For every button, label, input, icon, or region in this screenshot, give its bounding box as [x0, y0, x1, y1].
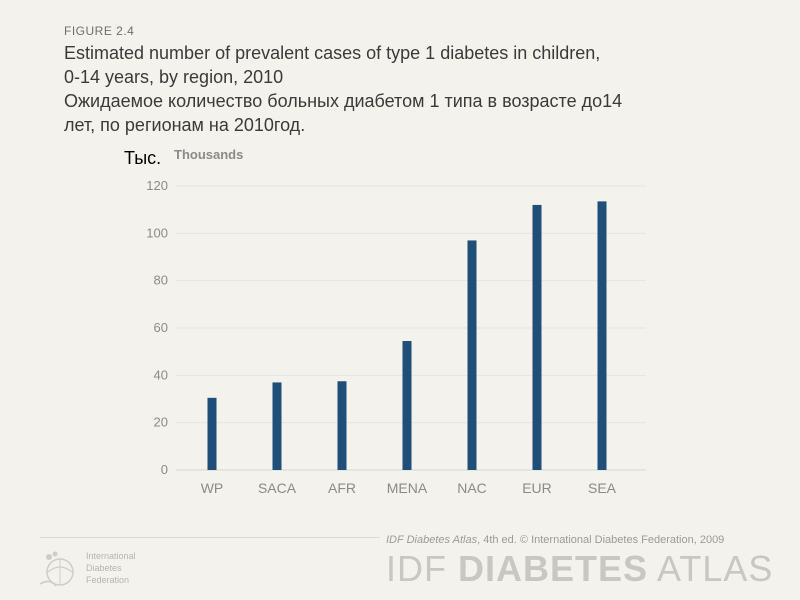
credit-italic: IDF Diabetes Atlas [386, 534, 478, 546]
bar-nac [467, 240, 477, 470]
x-tick-label: SEA [588, 480, 617, 496]
x-tick-label: SACA [258, 480, 297, 496]
y-tick-label: 120 [146, 178, 168, 193]
y-tick-label: 20 [154, 415, 168, 430]
y-tick-label: 60 [154, 320, 168, 335]
org-line-1: International [86, 551, 136, 561]
x-tick-label: MENA [387, 480, 428, 496]
title-en-line-2: 0-14 years, by region, 2010 [64, 67, 284, 87]
org-line-2: Diabetes [86, 563, 122, 573]
unit-label-ru: Тыс. [124, 148, 162, 168]
x-tick-label: NAC [457, 480, 487, 496]
bar-afr [337, 381, 347, 470]
footer-divider [40, 537, 380, 538]
wordmark-idf: IDF [386, 548, 458, 589]
y-tick-label: 0 [161, 462, 168, 477]
title-ru-line-2: лет, по регионам на 2010год. [64, 115, 306, 135]
x-tick-label: EUR [522, 480, 552, 496]
atlas-wordmark: IDF DIABETES ATLAS [386, 548, 773, 590]
credit-rest: , 4th ed. © International Diabetes Feder… [477, 534, 725, 546]
copyright-credit: IDF Diabetes Atlas, 4th ed. © Internatio… [386, 534, 724, 546]
idf-logo-icon [39, 551, 74, 587]
bar-mena [402, 341, 412, 470]
y-tick-label: 40 [154, 367, 168, 382]
title-en-line-1: Estimated number of prevalent cases of t… [64, 43, 601, 63]
x-tick-label: WP [201, 480, 224, 496]
bar-wp [207, 397, 217, 470]
bar-sea [597, 201, 607, 470]
x-tick-label: AFR [328, 480, 356, 496]
y-tick-label: 80 [154, 273, 168, 288]
bar-saca [272, 382, 282, 470]
wordmark-atlas: ATLAS [648, 548, 774, 589]
bar-eur [532, 204, 542, 470]
chart-title: Estimated number of prevalent cases of t… [64, 41, 764, 137]
title-ru-line-1: Ожидаемое количество больных диабетом 1 … [64, 91, 623, 111]
org-line-3: Federation [86, 575, 130, 585]
y-tick-label: 100 [146, 225, 168, 240]
figure-label: FIGURE 2.4 [64, 24, 135, 38]
y-axis-label: Thousands [174, 147, 244, 162]
idf-organization-name: International Diabetes Federation [86, 550, 136, 586]
wordmark-diabetes: DIABETES [458, 548, 649, 589]
